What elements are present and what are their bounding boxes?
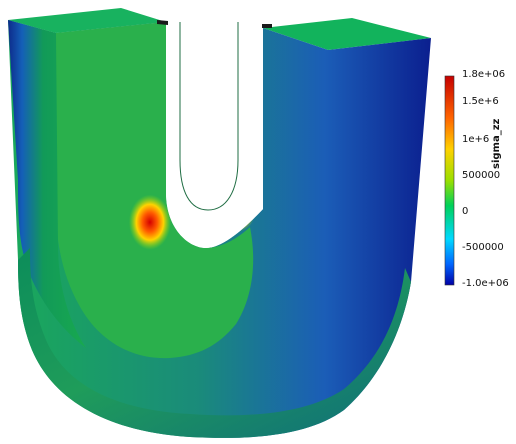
inner-slot [166,22,263,248]
legend-colorbar [444,75,455,286]
legend-tick-1: 1.5e+6 [462,96,499,107]
top-notch-left [157,20,168,25]
legend-tick-3: 500000 [462,170,501,181]
legend-tick-4: 0 [462,206,469,217]
legend-tick-max: 1.8e+06 [462,69,506,80]
legend-tick-5: -500000 [462,242,504,253]
inner-slot-outline [179,22,239,211]
left-top-cap [8,8,166,33]
legend-tick-2: 1e+6 [462,134,490,145]
legend-tick-min: -1.0e+06 [462,278,509,289]
colorbar-legend: 1.8e+06 1.5e+6 1e+6 500000 0 -500000 -1.… [440,66,516,296]
right-top-cap [263,18,431,50]
top-notch-right [262,24,272,28]
legend-title: sigma_zz [491,118,502,169]
